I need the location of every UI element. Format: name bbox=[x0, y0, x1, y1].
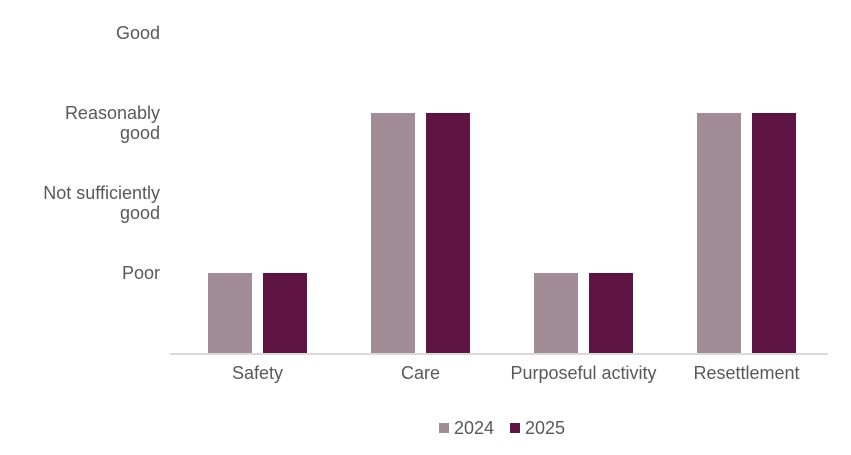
bar-care-2025 bbox=[426, 113, 470, 353]
legend-label: 2025 bbox=[525, 418, 566, 438]
bar-purposeful-activity-2025 bbox=[589, 273, 633, 353]
x-tick-label-safety: Safety bbox=[231, 363, 284, 383]
bar-resettlement-2024 bbox=[697, 113, 741, 353]
x-tick-label-care: Care bbox=[400, 363, 441, 383]
legend-item-2025: 2025 bbox=[510, 418, 565, 438]
y-tick-label-not-sufficiently: Not sufficiently good bbox=[43, 183, 160, 223]
x-tick-label-resettlement: Resettlement bbox=[693, 363, 800, 383]
bar-care-2024 bbox=[371, 113, 415, 353]
legend-item-2024: 2024 bbox=[438, 418, 494, 438]
legend-swatch-icon bbox=[510, 423, 520, 433]
x-axis-line bbox=[170, 353, 828, 355]
bar-resettlement-2025 bbox=[752, 113, 796, 353]
y-tick-label-reasonably: Reasonably good bbox=[64, 103, 160, 143]
legend: 2024 2025 bbox=[176, 418, 828, 438]
bar-safety-2024 bbox=[208, 273, 252, 353]
legend-label: 2024 bbox=[453, 418, 494, 438]
legend-swatch-icon bbox=[438, 423, 449, 433]
bar-purposeful-activity-2024 bbox=[534, 273, 578, 353]
bar-safety-2025 bbox=[263, 273, 307, 353]
y-tick-label-poor: Poor bbox=[121, 263, 160, 283]
plot-area bbox=[176, 33, 828, 353]
y-tick-label-good: Good bbox=[115, 23, 160, 43]
x-tick-label-purposeful-activity: Purposeful activity bbox=[510, 363, 657, 383]
x-axis: Safety Care Purposeful activity Resettlemen… bbox=[176, 361, 828, 385]
